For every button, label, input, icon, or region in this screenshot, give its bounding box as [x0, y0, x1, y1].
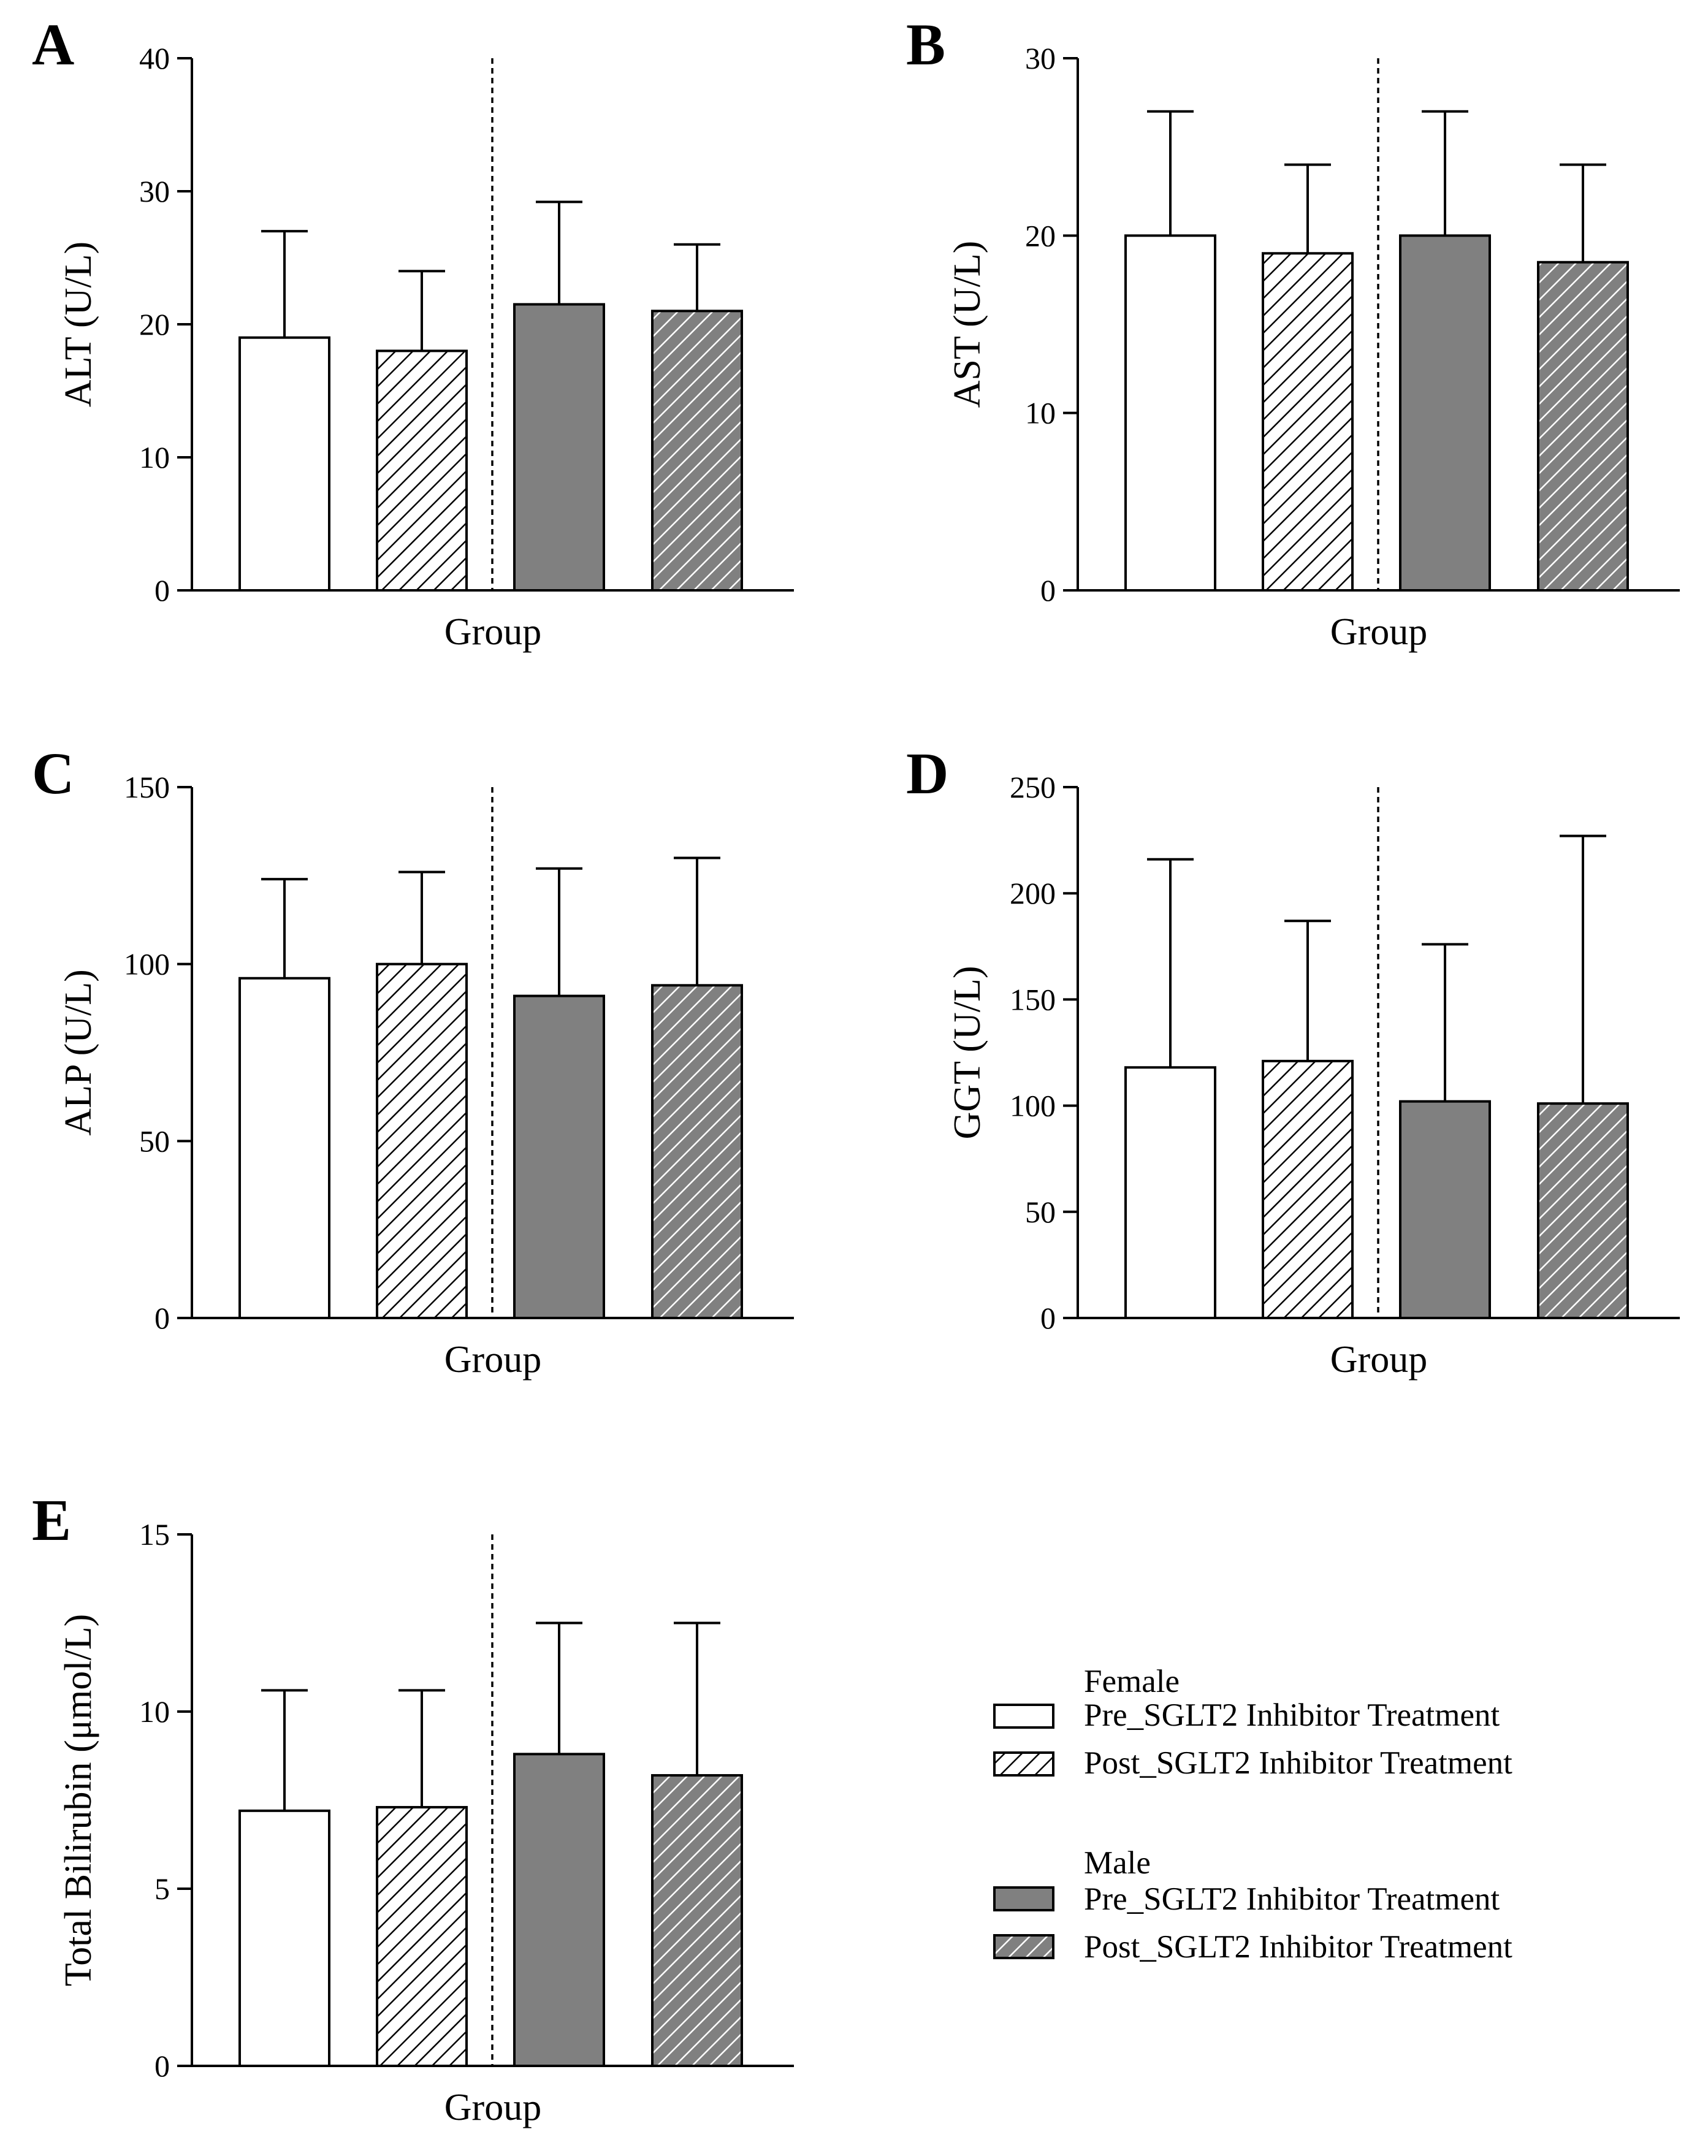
legend-female-title: Female — [1084, 1664, 1180, 1699]
y-axis-title: AST (U/L) — [947, 241, 988, 408]
y-tick-label: 150 — [1010, 982, 1056, 1016]
bar — [1537, 261, 1629, 592]
y-axis-title: ALP (U/L) — [58, 969, 99, 1136]
x-axis-title: Group — [444, 2087, 541, 2128]
bar — [1124, 1066, 1216, 1320]
legend-swatch-female-post — [993, 1751, 1054, 1777]
bar — [238, 1809, 330, 2068]
y-tick-label: 10 — [139, 440, 170, 474]
legend: Female Pre_SGLT2 Inhibitor Treatment Pos… — [993, 1664, 1512, 1965]
y-tick-label: 20 — [1025, 218, 1056, 253]
y-tick-label: 0 — [154, 2049, 170, 2083]
bar — [651, 984, 743, 1319]
x-axis-title: Group — [444, 611, 541, 653]
y-tick-label: 5 — [154, 1872, 170, 1906]
bar — [1537, 1102, 1629, 1319]
panel-letter: D — [906, 741, 948, 806]
legend-male-title: Male — [1084, 1845, 1151, 1881]
bar — [651, 1774, 743, 2068]
y-tick-label: 15 — [139, 1517, 170, 1552]
y-tick-label: 10 — [139, 1694, 170, 1729]
y-tick-label: 0 — [1040, 1301, 1056, 1335]
y-axis-title: ALT (U/L) — [58, 242, 99, 407]
y-tick-label: 40 — [139, 41, 170, 75]
legend-swatch-female-pre — [993, 1704, 1054, 1729]
y-tick-label: 100 — [124, 947, 170, 981]
y-tick-label: 100 — [1010, 1089, 1056, 1123]
x-axis-title: Group — [1330, 1339, 1427, 1381]
y-tick-label: 50 — [139, 1124, 170, 1158]
y-tick-label: 0 — [1040, 573, 1056, 608]
y-tick-label: 30 — [139, 174, 170, 208]
panel-letter: C — [32, 741, 74, 806]
y-tick-label: 200 — [1010, 876, 1056, 910]
y-tick-label: 20 — [139, 307, 170, 341]
y-tick-label: 30 — [1025, 41, 1056, 75]
y-tick-label: 250 — [1010, 770, 1056, 804]
bar — [513, 994, 605, 1320]
y-tick-label: 150 — [124, 770, 170, 804]
y-tick-label: 10 — [1025, 396, 1056, 430]
bar — [376, 349, 468, 592]
bar — [1124, 234, 1216, 592]
bar — [1399, 234, 1491, 592]
chart-panel-c: C 0 50 100 150 ALP (U/L) Group — [32, 741, 794, 1381]
bar — [238, 336, 330, 592]
y-axis-title: GGT (U/L) — [947, 966, 988, 1140]
bar — [513, 1753, 605, 2068]
panel-letter: A — [32, 12, 74, 77]
bar — [376, 1806, 468, 2068]
bar — [1399, 1100, 1491, 1319]
chart-panel-b: B 0 10 20 30 AST (U/L) Group — [906, 12, 1680, 653]
y-tick-label: 0 — [154, 1301, 170, 1335]
y-axis-title: Total Bilirubin (μmol/L) — [58, 1614, 99, 1987]
legend-label-male-pre: Pre_SGLT2 Inhibitor Treatment — [1084, 1881, 1500, 1917]
bar — [513, 303, 605, 592]
legend-label-female-post: Post_SGLT2 Inhibitor Treatment — [1084, 1745, 1512, 1781]
bar — [1262, 1059, 1354, 1319]
x-axis-title: Group — [444, 1339, 541, 1381]
bar — [376, 962, 468, 1319]
legend-swatch-male-pre — [993, 1886, 1054, 1911]
chart-panel-e: E 0 5 10 15 Total Bilirubin (μmol/L) Group — [32, 1487, 794, 2128]
x-axis-title: Group — [1330, 611, 1427, 653]
y-tick-label: 0 — [154, 573, 170, 608]
legend-swatch-male-post — [993, 1934, 1054, 1959]
bar — [651, 310, 743, 592]
chart-panel-d: D 0 50 100 150 200 250 GGT (U/L) Group — [906, 741, 1680, 1381]
y-tick-label: 50 — [1025, 1195, 1056, 1229]
panel-letter: B — [906, 12, 945, 77]
panel-letter: E — [32, 1487, 71, 1553]
bar — [1262, 252, 1354, 592]
bar — [238, 977, 330, 1319]
legend-label-male-post: Post_SGLT2 Inhibitor Treatment — [1084, 1929, 1512, 1965]
chart-panel-a: A 0 10 20 30 40 ALT (U/L) Group — [32, 12, 794, 653]
legend-label-female-pre: Pre_SGLT2 Inhibitor Treatment — [1084, 1697, 1500, 1733]
